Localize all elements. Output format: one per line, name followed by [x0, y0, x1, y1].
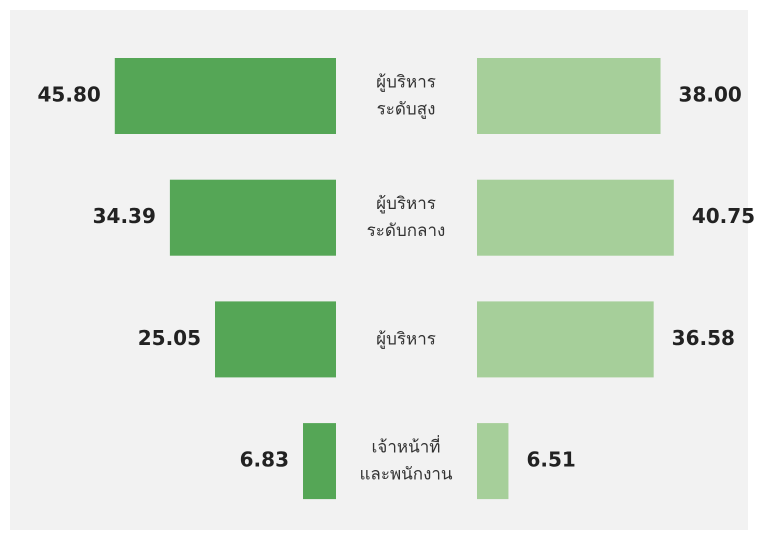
bar	[477, 58, 661, 134]
category-label: ผู้บริหาร	[376, 329, 436, 349]
value-label: 40.75	[692, 204, 755, 228]
value-label: 6.51	[526, 448, 575, 472]
value-label: 38.00	[679, 83, 742, 107]
bar	[169, 179, 336, 256]
bar	[477, 301, 654, 378]
bar	[215, 301, 336, 378]
bar	[477, 423, 509, 500]
value-label: 25.05	[138, 326, 201, 350]
bar	[477, 179, 674, 256]
value-label: 36.58	[672, 326, 735, 350]
category-label: ผู้บริหาร	[376, 194, 436, 214]
category-label: และพนักงาน	[359, 465, 452, 485]
category-label: ระดับสูง	[377, 100, 436, 120]
bar	[303, 423, 336, 500]
category-label: ผู้บริหาร	[376, 73, 436, 93]
value-label: 34.39	[93, 204, 156, 228]
bar	[114, 58, 336, 134]
category-label: เจ้าหน้าที่	[372, 435, 441, 458]
value-label: 6.83	[240, 448, 289, 472]
category-label: ระดับกลาง	[367, 221, 446, 241]
value-label: 45.80	[38, 83, 101, 107]
